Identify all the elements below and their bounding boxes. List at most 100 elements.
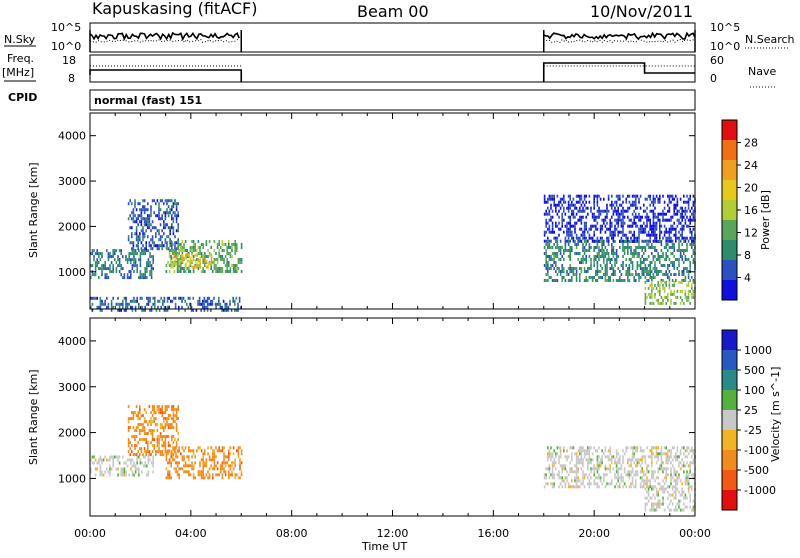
echo-cell	[545, 218, 547, 222]
echo-cell	[675, 479, 677, 483]
echo-cell	[191, 249, 193, 252]
echo-cell	[659, 255, 661, 258]
echo-cell	[574, 267, 576, 270]
echo-cell	[545, 482, 547, 486]
echo-cell	[545, 273, 547, 276]
echo-cell	[678, 473, 680, 477]
echo-cell	[644, 473, 647, 477]
echo-cell	[551, 476, 554, 480]
echo-cell	[652, 476, 655, 480]
echo-cell	[96, 264, 98, 268]
echo-cell	[231, 264, 233, 267]
echo-cell	[663, 230, 666, 234]
echo-cell	[601, 209, 603, 213]
echo-cell	[638, 264, 640, 267]
echo-cell	[571, 452, 573, 456]
echo-cell	[619, 485, 621, 489]
echo-cell	[633, 452, 635, 456]
echo-cell	[547, 197, 549, 201]
echo-cell	[657, 270, 659, 273]
echo-cell	[132, 244, 135, 248]
echo-cell	[587, 464, 589, 468]
echo-cell	[131, 211, 133, 215]
echo-cell	[197, 264, 200, 267]
echo-cell	[659, 499, 661, 503]
echo-cell	[649, 273, 651, 276]
echo-cell	[623, 279, 626, 282]
echo-cell	[627, 246, 629, 249]
echo-cell	[166, 420, 168, 424]
echo-cell	[631, 224, 634, 228]
echo-cell	[681, 487, 683, 491]
echo-cell	[691, 255, 693, 258]
echo-cell	[117, 458, 119, 462]
echo-cell	[614, 209, 616, 213]
echo-cell	[579, 279, 581, 282]
echo-cell	[220, 449, 222, 453]
echo-cell	[638, 276, 640, 279]
echo-cell	[183, 449, 185, 453]
echo-cell	[236, 243, 238, 246]
echo-cell	[647, 455, 650, 459]
freq-right-tick-top: 60	[710, 54, 724, 67]
echo-cell	[210, 256, 213, 260]
echo-cell	[684, 267, 687, 270]
echo-cell	[606, 261, 608, 264]
echo-cell	[612, 273, 615, 276]
echo-cell	[678, 455, 680, 459]
echo-cell	[622, 267, 624, 270]
echo-cell	[101, 299, 103, 303]
echo-cell	[204, 255, 206, 258]
echo-cell	[191, 464, 193, 468]
echo-cell	[215, 252, 217, 255]
echo-cell	[582, 209, 584, 213]
echo-cell	[681, 227, 683, 231]
echo-cell	[596, 449, 599, 453]
echo-cell	[161, 414, 163, 418]
echo-cell	[636, 236, 639, 240]
echo-cell	[692, 209, 695, 213]
echo-cell	[158, 244, 160, 248]
echo-cell	[148, 226, 151, 230]
echo-cell	[145, 247, 147, 251]
echo-cell	[150, 223, 152, 227]
echo-cell	[595, 476, 597, 480]
echo-cell	[142, 308, 145, 312]
echo-cell	[228, 261, 230, 264]
echo-cell	[130, 461, 132, 465]
echo-cell	[125, 258, 127, 262]
echo-cell	[675, 470, 677, 474]
echo-cell	[117, 467, 119, 471]
echo-cell	[135, 235, 138, 239]
echo-cell	[684, 218, 687, 222]
echo-cell	[163, 429, 165, 433]
echo-cell	[635, 194, 637, 198]
echo-cell	[228, 473, 230, 477]
echo-cell	[122, 470, 124, 474]
echo-cell	[181, 305, 183, 309]
echo-cell	[628, 218, 631, 222]
echo-cell	[99, 308, 102, 312]
echo-cell	[676, 476, 679, 480]
echo-cell	[651, 496, 653, 500]
echo-cell	[228, 270, 230, 273]
echo-cell	[551, 452, 554, 456]
echo-cell	[545, 473, 547, 477]
echo-cell	[649, 508, 651, 512]
echo-cell	[639, 458, 642, 462]
echo-cell	[643, 227, 645, 231]
echo-cell	[667, 473, 669, 477]
echo-cell	[147, 299, 150, 303]
echo-cell	[657, 218, 659, 222]
echo-cell	[140, 438, 143, 442]
echo-cell	[141, 470, 143, 474]
noise-right-tick-top: 10^5	[710, 21, 740, 34]
echo-cell	[153, 420, 155, 424]
echo-cell	[224, 464, 227, 468]
echo-cell	[144, 305, 146, 309]
echo-cell	[620, 240, 623, 243]
echo-cell	[548, 455, 551, 459]
echo-cell	[588, 236, 591, 240]
echo-cell	[601, 236, 603, 240]
